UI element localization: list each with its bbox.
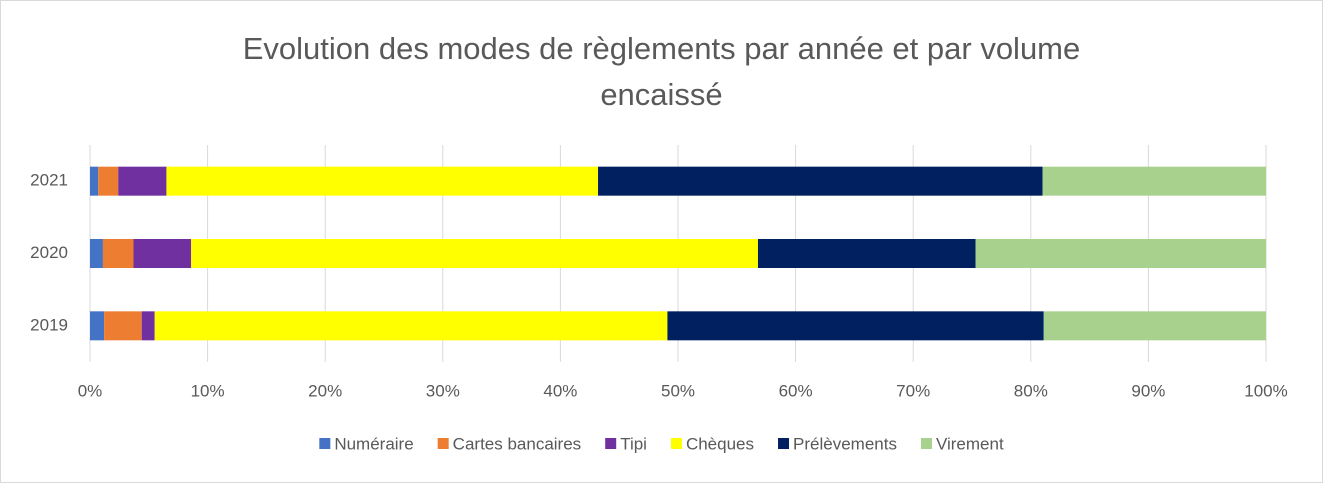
legend-label: Virement — [936, 434, 1004, 453]
bar-segment — [154, 311, 668, 341]
bar-segment — [166, 166, 599, 196]
legend-swatch — [670, 438, 682, 449]
bar-segment — [118, 166, 167, 196]
bar-segment — [1042, 166, 1266, 196]
x-tick-label: 70% — [896, 381, 930, 400]
bar-segment — [90, 311, 105, 341]
x-tick-label: 0% — [78, 381, 103, 400]
x-tick-label: 10% — [191, 381, 225, 400]
bar-segment — [90, 239, 103, 268]
y-tick-label: 2021 — [30, 171, 68, 190]
bar-segment — [1043, 311, 1266, 341]
bar-segment — [90, 166, 99, 196]
x-tick-label: 60% — [779, 381, 813, 400]
y-tick-label: 2019 — [30, 315, 68, 334]
bar-segment — [98, 166, 119, 196]
x-tick-label: 30% — [426, 381, 460, 400]
legend-label: Chèques — [686, 434, 754, 453]
y-tick-label: 2020 — [30, 243, 68, 262]
bar-segment — [598, 166, 1043, 196]
legend-label: Numéraire — [334, 434, 413, 453]
legend-label: Cartes bancaires — [453, 434, 582, 453]
x-tick-label: 50% — [661, 381, 695, 400]
x-tick-label: 20% — [308, 381, 342, 400]
legend-swatch — [920, 438, 932, 449]
legend-swatch — [778, 438, 790, 449]
x-tick-label: 80% — [1014, 381, 1048, 400]
x-tick-label: 90% — [1131, 381, 1165, 400]
bar-segment — [975, 239, 1266, 268]
bar-segment — [104, 311, 142, 341]
bar-segment — [757, 239, 976, 268]
bar-segment — [102, 239, 134, 268]
legend-swatch — [605, 438, 617, 449]
bar-segment — [133, 239, 192, 268]
bar-segment — [191, 239, 758, 268]
legend-label: Tipi — [620, 434, 647, 453]
bar-segment — [141, 311, 155, 341]
bar-segment — [667, 311, 1044, 341]
x-tick-label: 40% — [543, 381, 577, 400]
legend-swatch — [437, 438, 449, 449]
legend-swatch — [319, 438, 331, 449]
chart-title: Evolution des modes de règlements par an… — [242, 31, 1081, 112]
x-tick-label: 100% — [1244, 381, 1287, 400]
legend-label: Prélèvements — [793, 434, 897, 453]
